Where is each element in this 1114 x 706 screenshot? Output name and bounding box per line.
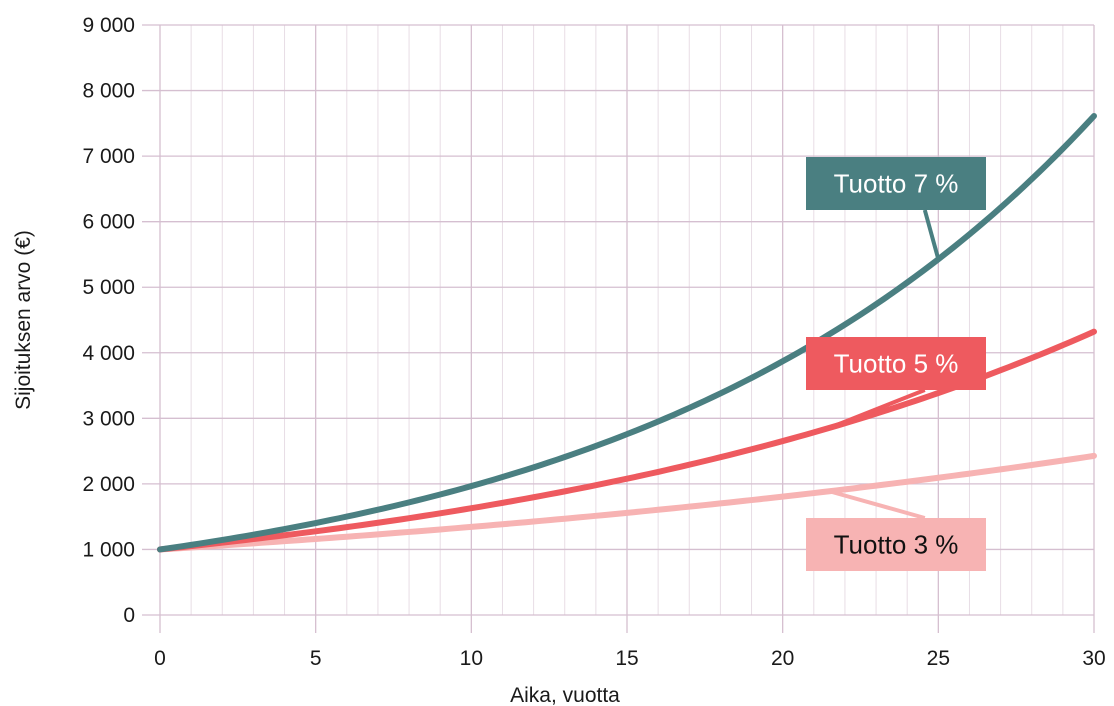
label-box <box>806 518 986 571</box>
x-tick-label: 15 <box>615 647 638 670</box>
x-tick-label: 0 <box>154 647 166 670</box>
minor-grid <box>190 25 1064 615</box>
x-axis-ticks: 0 5 10 15 20 25 30 <box>154 647 1106 670</box>
series-line <box>157 452 1097 553</box>
label-box <box>806 157 986 210</box>
series-label-text: Tuotto 3 % <box>834 530 959 560</box>
series-lines <box>157 112 1097 553</box>
y-tick-label: 3 000 <box>82 407 135 430</box>
y-tick-label: 4 000 <box>82 342 135 365</box>
x-tick-label: 30 <box>1082 647 1105 670</box>
x-tick-label: 10 <box>460 647 483 670</box>
series-labels: Tuotto 7 % Tuotto 5 % Tuotto 3 % <box>806 157 986 571</box>
series-line <box>157 328 1097 553</box>
y-tick-label: 7 000 <box>82 145 135 168</box>
series-label-text: Tuotto 7 % <box>834 169 959 199</box>
series-label: Tuotto 5 % <box>806 337 986 430</box>
label-box <box>806 337 986 390</box>
series-label: Tuotto 7 % <box>806 157 986 260</box>
label-pointer <box>922 209 941 260</box>
y-tick-label: 9 000 <box>82 14 135 37</box>
y-axis-title: Sijoituksen arvo (€) <box>12 230 35 410</box>
y-tick-label: 1 000 <box>82 538 135 561</box>
y-tick-label: 8 000 <box>82 80 135 103</box>
y-tick-label: 0 <box>123 604 135 627</box>
series-label-text: Tuotto 5 % <box>834 349 959 379</box>
label-pointer <box>828 489 926 520</box>
y-tick-label: 6 000 <box>82 211 135 234</box>
series-line <box>157 112 1097 553</box>
x-tick-label: 5 <box>310 647 322 670</box>
x-tick-label: 25 <box>927 647 950 670</box>
x-axis-title: Aika, vuotta <box>510 684 620 706</box>
y-tick-label: 2 000 <box>82 473 135 496</box>
label-pointer <box>828 388 926 430</box>
series-label: Tuotto 3 % <box>806 489 986 571</box>
y-tick-label: 5 000 <box>82 276 135 299</box>
x-tick-label: 20 <box>771 647 794 670</box>
y-axis-ticks: 0 1 000 2 000 3 000 4 000 5 000 6 000 7 000 8 00… <box>82 14 135 627</box>
